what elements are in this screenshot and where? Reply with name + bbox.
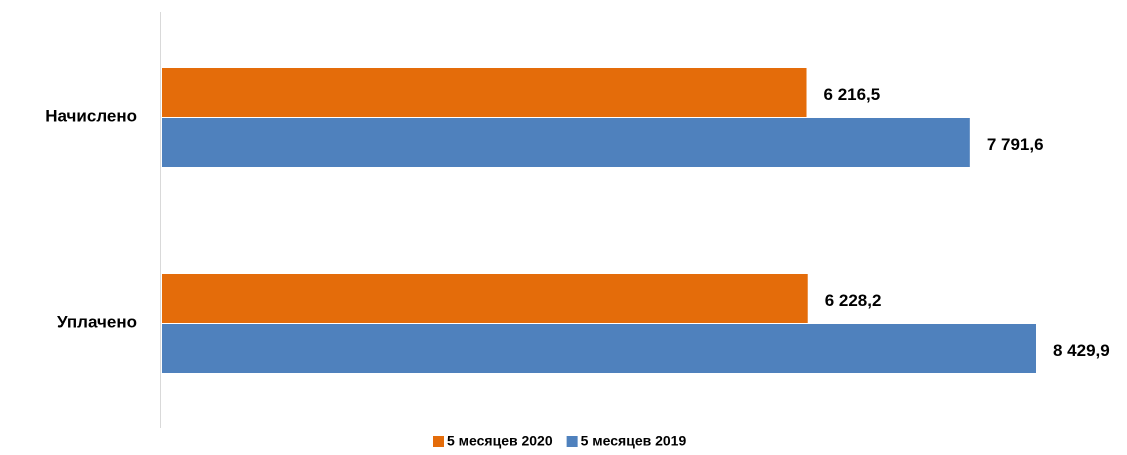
bar [162, 274, 808, 323]
bar [162, 68, 807, 117]
legend-swatch [433, 436, 444, 447]
bar [162, 118, 970, 167]
value-label: 6 228,2 [825, 291, 882, 310]
value-label: 7 791,6 [987, 135, 1044, 154]
legend-label: 5 месяцев 2020 [447, 433, 553, 449]
bar [162, 324, 1036, 373]
legend-label: 5 месяцев 2019 [581, 433, 687, 449]
legend-swatch [566, 436, 578, 447]
category-label: Начислено [45, 106, 137, 125]
value-label: 6 216,5 [824, 85, 881, 104]
value-label: 8 429,9 [1053, 341, 1110, 360]
category-label: Уплачено [57, 312, 137, 331]
